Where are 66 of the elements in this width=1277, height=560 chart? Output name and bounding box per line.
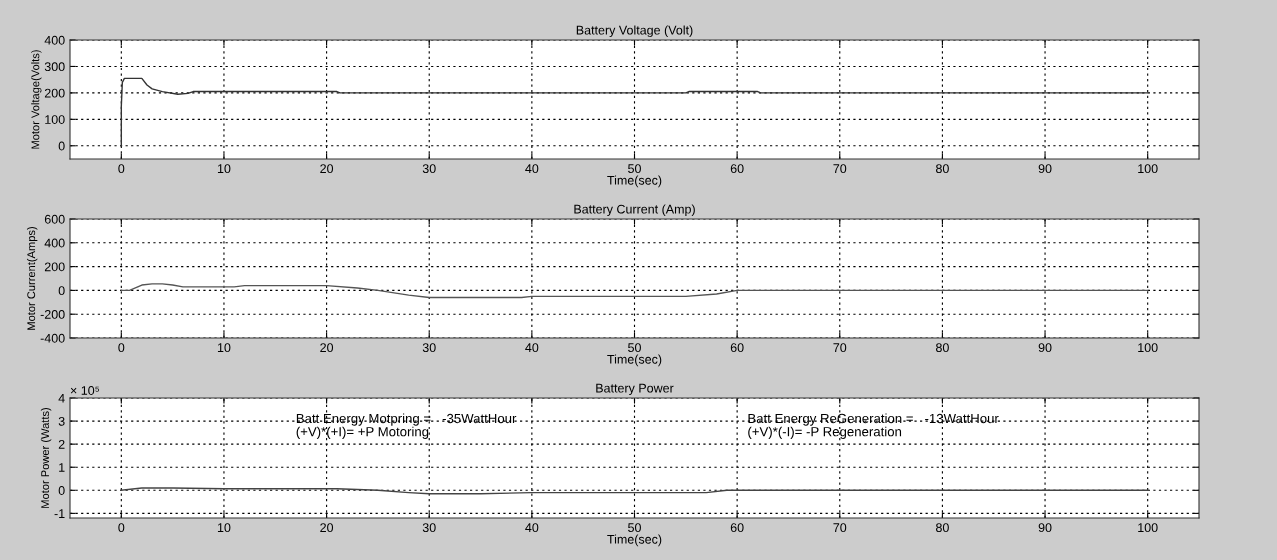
y-tick-label: -400 <box>40 333 65 343</box>
y-tick-label: 0 <box>58 141 65 151</box>
y-axis-title: Motor Current(Amps) <box>26 227 38 330</box>
x-tick-label: 80 <box>936 523 949 533</box>
y-tick-label: -200 <box>40 310 65 319</box>
x-tick-label: 80 <box>936 164 949 174</box>
y-tick-label: 100 <box>45 115 65 124</box>
x-tick-label: 60 <box>730 164 744 174</box>
x-tick-label: 50 <box>628 343 641 353</box>
x-tick-label: 100 <box>1138 343 1158 353</box>
y-tick-label: 0 <box>58 486 65 495</box>
y-tick-label: 200 <box>44 88 65 98</box>
y-tick-label: 200 <box>44 262 65 272</box>
y-tick-label: 600 <box>44 214 65 224</box>
x-tick-label: 70 <box>833 164 847 174</box>
x-tick-label: 20 <box>320 164 334 174</box>
annotation: (+V)*(-I)= -P Regeneration <box>748 426 902 439</box>
x-tick-label: 30 <box>422 343 436 353</box>
x-tick-label: 100 <box>1138 523 1158 533</box>
x-tick-label: 40 <box>525 164 539 174</box>
x-tick-label: 0 <box>118 343 125 353</box>
x-tick-label: 20 <box>320 523 334 533</box>
y-tick-label: 400 <box>44 238 65 248</box>
y-tick-label: -1 <box>54 509 65 518</box>
x-axis-title: Time(sec) <box>607 175 662 188</box>
x-tick-label: 10 <box>217 164 231 174</box>
x-axis-title: Time(sec) <box>607 354 662 367</box>
y-tick-label: 3 <box>58 416 65 426</box>
x-tick-label: 60 <box>730 523 744 533</box>
annotation: Batt Energy ReGeneration = -13WattHour <box>748 413 999 426</box>
y-tick-label: 2 <box>58 439 65 449</box>
x-tick-label: 10 <box>217 523 231 533</box>
x-tick-label: 40 <box>525 343 539 353</box>
x-tick-label: 70 <box>833 523 847 533</box>
chart-title: Battery Current (Amp) <box>574 204 695 217</box>
x-tick-label: 90 <box>1038 523 1052 533</box>
x-tick-label: 0 <box>118 523 125 533</box>
x-tick-label: 10 <box>217 343 231 353</box>
y-tick-label: 1 <box>59 463 65 472</box>
x-tick-label: 70 <box>833 343 847 353</box>
line-series <box>120 283 1149 299</box>
x-tick-label: 20 <box>320 343 334 353</box>
y-tick-label: 0 <box>58 286 65 296</box>
text: × 10⁵ <box>70 386 100 395</box>
x-tick-label: 0 <box>118 164 125 174</box>
annotation: (+V)*(+I)= +P Motoring <box>296 426 429 439</box>
x-tick-label: 50 <box>628 164 641 174</box>
chart-title: Battery Power <box>596 383 674 396</box>
x-tick-label: 80 <box>936 343 949 353</box>
x-tick-label: 90 <box>1038 343 1052 353</box>
x-tick-label: 30 <box>422 523 436 533</box>
y-tick-label: 400 <box>44 35 65 45</box>
x-tick-label: 60 <box>730 343 744 353</box>
y-axis-title: Motor Power (Watts) <box>40 407 52 508</box>
line-series <box>120 77 1149 147</box>
y-axis-title: Motor Voltage(Volts) <box>31 50 42 149</box>
x-tick-label: 50 <box>628 523 641 533</box>
annotation: Batt Energy Motpring = -35WattHour <box>296 413 517 426</box>
chart-title: Battery Voltage (Volt) <box>576 25 693 38</box>
y-tick-label: 300 <box>44 62 65 72</box>
y-tick-label: 4 <box>58 393 65 403</box>
x-tick-label: 30 <box>422 164 436 174</box>
x-tick-label: 90 <box>1038 164 1052 174</box>
x-tick-label: 100 <box>1138 164 1158 174</box>
x-axis-title: Time(sec) <box>607 534 662 547</box>
x-tick-label: 40 <box>525 523 539 533</box>
